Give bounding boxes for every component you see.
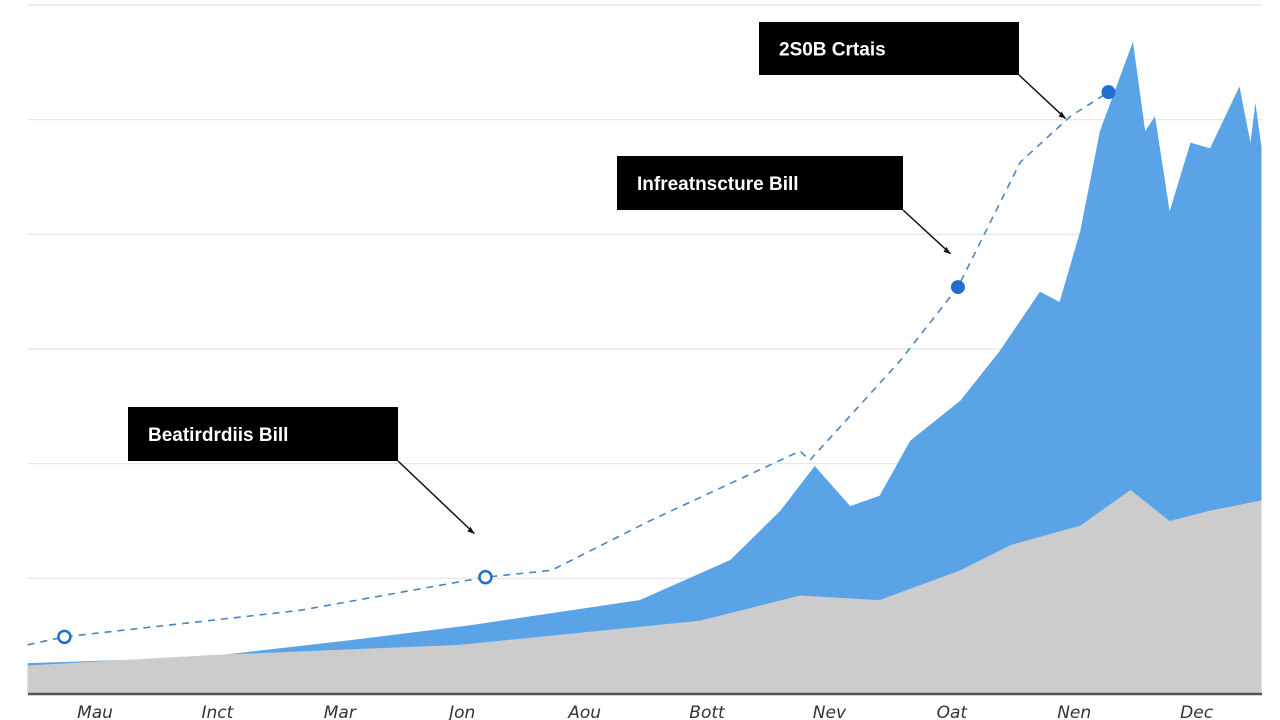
annotations: Beatirdrdiis Bill Infreatnscture Bill 2S0B… (128, 22, 1067, 535)
annotation-label: 2S0B Crtais (779, 40, 886, 61)
annotation-box (128, 407, 398, 461)
x-tick-label: Jon (446, 703, 475, 720)
data-point-marker (950, 280, 965, 295)
trend-dashed-line (27, 91, 1109, 646)
x-tick-label: Mar (324, 703, 357, 720)
annotation: Infreatnscture Bill (617, 156, 952, 255)
annotation-arrow (1018, 74, 1067, 120)
arrowhead-icon (943, 246, 951, 254)
x-tick-label: Nen (1057, 703, 1091, 720)
x-tick-label: Dec (1180, 703, 1214, 720)
annotation-box (759, 22, 1019, 75)
arrowhead-icon (467, 526, 475, 534)
x-tick-label: Bott (689, 703, 726, 720)
annotation-arrow (902, 209, 952, 255)
x-tick-label: Nev (813, 703, 847, 720)
annotation-label: Beatirdrdiis Bill (148, 425, 288, 446)
annotation: Beatirdrdiis Bill (128, 407, 475, 535)
areas (27, 41, 1262, 693)
x-tick-label: Oat (937, 703, 969, 720)
x-tick-label: Mau (77, 703, 113, 720)
annotation-arrow (397, 460, 475, 535)
data-point-marker (57, 629, 72, 645)
x-tick-label: Aou (567, 703, 601, 720)
x-axis-ticks: Mau Inct Mar Jon Aou Bott Nev Oat Nen Dec (77, 703, 1214, 720)
gray-area (27, 490, 1262, 693)
annotation: 2S0B Crtais (759, 22, 1067, 120)
arrowhead-icon (1058, 111, 1066, 119)
trend-line (27, 85, 1116, 646)
annotation-label: Infreatnscture Bill (637, 174, 799, 195)
data-point-marker (1101, 85, 1116, 100)
data-point-marker (478, 569, 493, 585)
blue-area (27, 41, 1262, 693)
x-tick-label: Inct (201, 703, 234, 720)
annotation-box (617, 156, 903, 210)
